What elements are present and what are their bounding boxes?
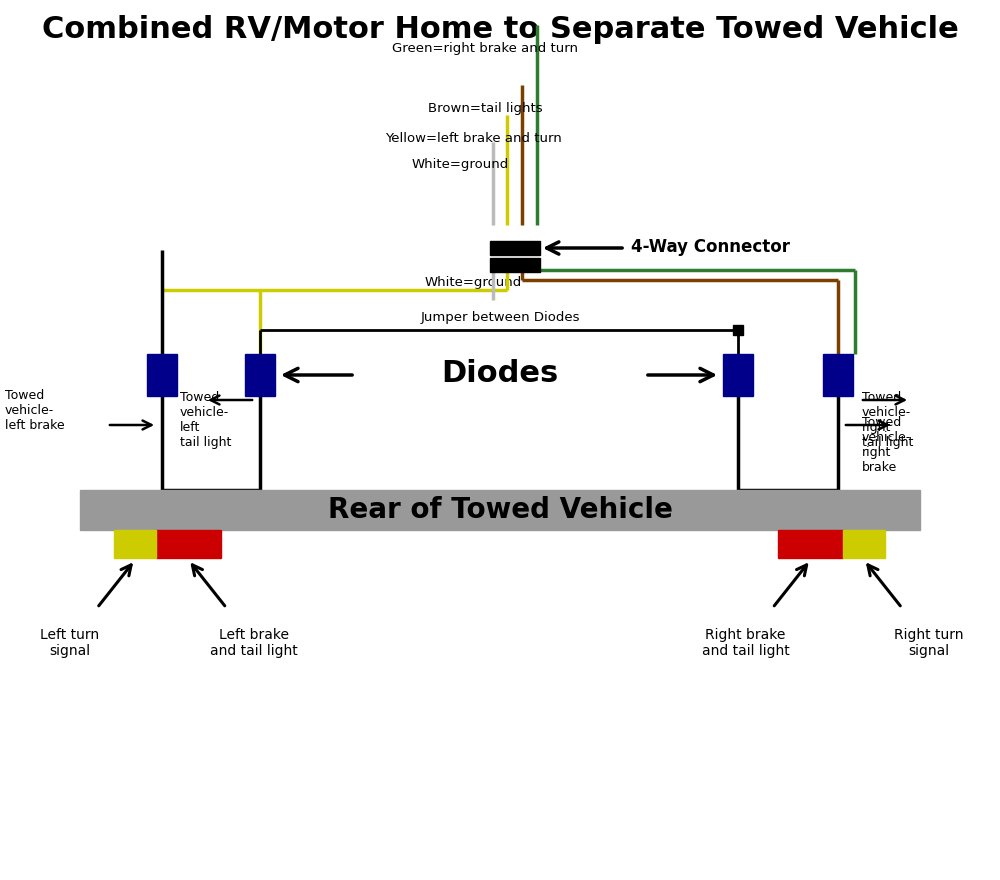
Text: Towed
vehicle-
right
brake: Towed vehicle- right brake [862,416,911,474]
Text: Towed
vehicle-
left
tail light: Towed vehicle- left tail light [180,391,231,449]
Text: Towed
vehicle-
right
tail light: Towed vehicle- right tail light [862,391,913,449]
Text: Left turn
signal: Left turn signal [40,628,100,658]
Text: White=ground: White=ground [424,276,522,289]
Text: Towed
vehicle-
left brake: Towed vehicle- left brake [5,388,65,431]
Text: Green=right brake and turn: Green=right brake and turn [392,42,578,55]
Text: Yellow=left brake and turn: Yellow=left brake and turn [385,132,561,145]
Bar [490,241,540,255]
Text: Right brake
and tail light: Right brake and tail light [702,628,789,658]
Bar [245,354,275,396]
Bar [823,354,853,396]
Bar [147,354,177,396]
Text: Diodes: Diodes [441,358,559,387]
Bar [80,490,920,530]
Bar [490,258,540,272]
Text: Left brake
and tail light: Left brake and tail light [210,628,297,658]
Bar [843,530,885,558]
Text: 4-Way Connector: 4-Way Connector [631,238,790,256]
Text: Brown=tail lights: Brown=tail lights [428,102,542,115]
Text: White=ground: White=ground [411,158,509,171]
Text: Rear of Towed Vehicle: Rear of Towed Vehicle [328,496,672,524]
Bar [156,530,221,558]
Bar [778,530,843,558]
Bar [114,530,156,558]
Bar [723,354,753,396]
Text: Jumper between Diodes: Jumper between Diodes [420,311,580,324]
Text: Combined RV/Motor Home to Separate Towed Vehicle: Combined RV/Motor Home to Separate Towed… [42,15,958,44]
Text: Right turn
signal: Right turn signal [894,628,964,658]
Bar [733,325,743,335]
